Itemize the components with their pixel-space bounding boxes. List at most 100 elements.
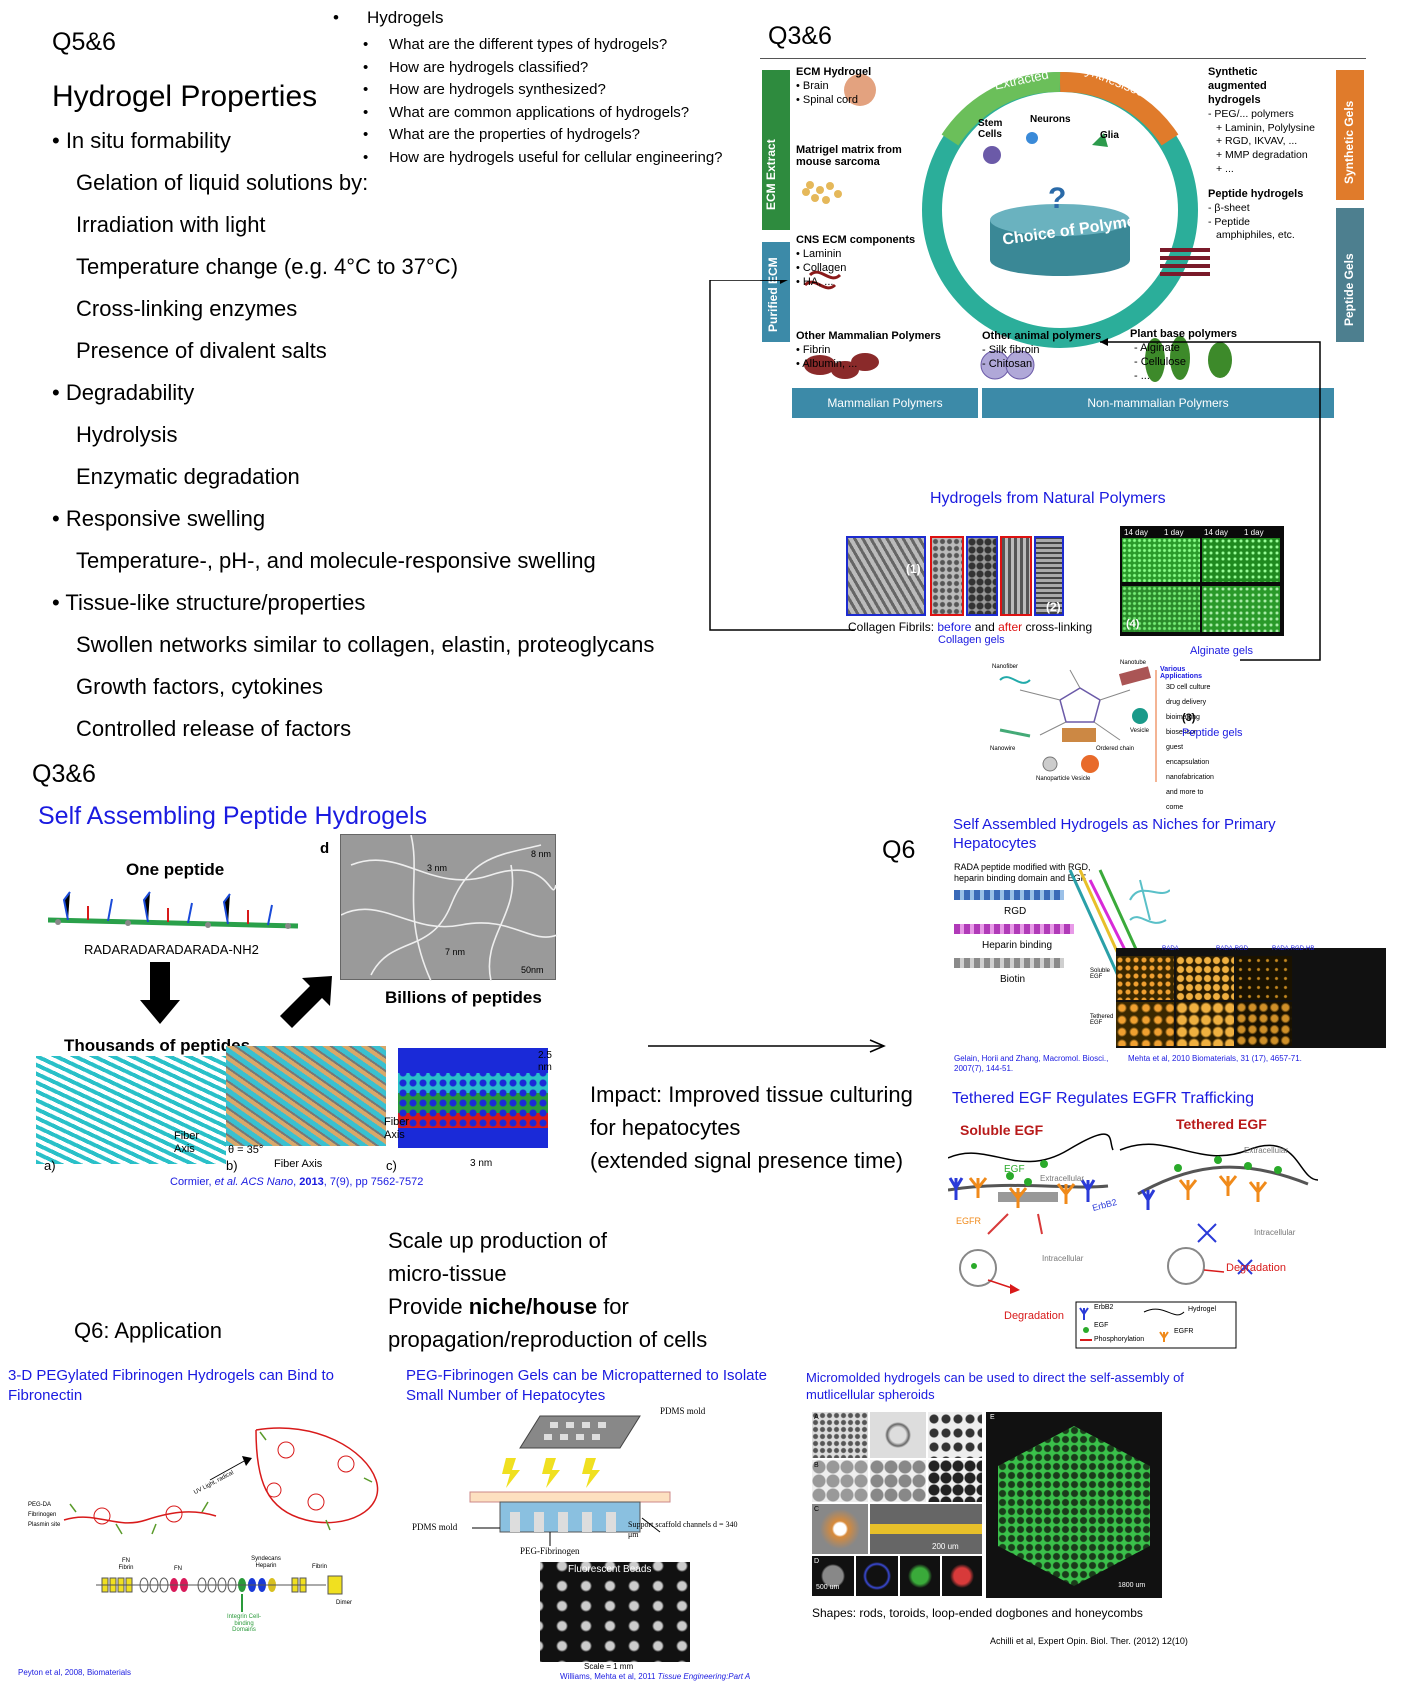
collagen-micrograph-5	[1034, 536, 1064, 616]
dimension-label: 3 nm	[470, 1158, 493, 1169]
application-tag: Q6: Application	[74, 1318, 222, 1343]
scale-1mm-label: Scale = 1 mm	[584, 1662, 634, 1671]
fibrinogen-title: 3-D PEGylated Fibrinogen Hydrogels can B…	[8, 1367, 335, 1404]
shape-image	[928, 1412, 982, 1458]
shape-image	[870, 1412, 926, 1458]
nanoparticle-label: Nanoparticle Vesicle	[1036, 776, 1091, 782]
prop-sub: Temperature change (e.g. 4°C to 37°C)	[76, 254, 459, 279]
micrograph-cell	[1176, 1002, 1234, 1046]
legend-egf: EGF	[1094, 1322, 1109, 1329]
degradation-label-2: Degradation	[1226, 1262, 1286, 1274]
divider	[760, 58, 1366, 59]
question-item: • How are hydrogels useful for cellular e…	[363, 148, 723, 166]
plant-base-title: Plant base polymers	[1130, 328, 1237, 340]
legend-erbb2: ErbB2	[1094, 1304, 1114, 1311]
micrograph-cell	[1116, 956, 1174, 1000]
nanotube-label: Nanotube	[1120, 660, 1147, 666]
egfr-label: EGFR	[956, 1216, 982, 1226]
egf-label: EGF	[1004, 1164, 1025, 1175]
micrograph-cell	[1236, 1002, 1292, 1046]
legend-hydrogel: Hydrogel	[1188, 1306, 1217, 1313]
degradation-label: Degradation	[1004, 1310, 1064, 1322]
synthetic-item: + Laminin, Polylysine	[1216, 121, 1315, 134]
natural-polymers-title: Hydrogels from Natural Polymers	[930, 490, 1166, 507]
other-animal-item: - Chitosan	[982, 358, 1033, 370]
other-mammalian-title: Other Mammalian Polymers	[796, 330, 941, 342]
theta-label: θ = 35°	[228, 1144, 264, 1156]
panel-b-label: b)	[226, 1158, 238, 1173]
scale-line: micro-tissue	[388, 1261, 507, 1286]
fn-label: FN	[174, 1566, 182, 1572]
peptide-item: amphiphiles, etc.	[1216, 229, 1295, 242]
panel-column-label: RADA-RGD	[1216, 946, 1249, 952]
section-tag-q6: Q6	[882, 836, 916, 864]
micropattern-diagram: PDMS mold PDMS mold Support scaffold cha…	[410, 1406, 740, 1662]
polymer-classification-diagram: ECM Extract Purified ECM Synthetic Gels …	[760, 60, 1366, 460]
stem-cells-label: Stem Cells	[978, 118, 1003, 140]
down-arrow	[140, 962, 180, 1024]
scale-line: Provide niche/house for	[388, 1294, 629, 1319]
scale-line: propagation/reproduction of cells	[388, 1327, 708, 1352]
fn-fibrin-label: FN Fibrin	[118, 1558, 134, 1571]
prop-sub: Growth factors, cytokines	[76, 674, 323, 699]
peptide-application-diagram: Various Applications 3D cell culture dru…	[980, 660, 1220, 811]
peptide-strand	[954, 958, 1064, 968]
various-applications-title: Various Applications	[1160, 666, 1203, 680]
micrograph-label-1: (1)	[906, 562, 921, 576]
intracellular-label: Intracellular	[1042, 1254, 1084, 1263]
impact-line: for hepatocytes	[590, 1115, 741, 1140]
plant-item: - Alginate	[1134, 342, 1180, 354]
collagen-micrograph-4	[1000, 536, 1032, 616]
scale-label: 3 nm	[427, 863, 448, 873]
synthetic-gels-bar	[1336, 70, 1364, 200]
tethered-egf-label: Tethered EGF	[1176, 1116, 1267, 1132]
gelain-citation: Gelain, Horii and Zhang, Macromol. Biosc…	[954, 1054, 1109, 1074]
collagen-micrograph-3	[966, 536, 998, 616]
panel-column-label: RADA-RGD-HB	[1272, 946, 1315, 952]
niches-title: Self Assembled Hydrogels as Niches for P…	[953, 816, 1276, 852]
vesicle-label: Vesicle	[1130, 728, 1150, 734]
prop-sub: Swollen networks similar to collagen, el…	[76, 632, 655, 657]
micrograph-cell	[1236, 956, 1292, 1000]
extracellular-label-2: Extracellular	[1244, 1146, 1289, 1155]
peptide-gels-caption: Peptide gels	[1182, 727, 1243, 739]
peptide-hydrogels-title: Peptide hydrogels	[1208, 188, 1304, 200]
fiber-axis-label-b: Fiber Axis	[274, 1158, 323, 1170]
nanowire-label: Nanowire	[990, 746, 1016, 752]
shapes-caption: Shapes: rods, toroids, loop-ended dogbon…	[812, 1606, 1143, 1620]
shape-image	[812, 1556, 854, 1596]
honeycomb-shape	[998, 1426, 1150, 1586]
collagen-micrograph-2	[930, 536, 964, 616]
impact-arrow	[648, 1039, 886, 1053]
cns-item: • HA, ...	[796, 276, 834, 288]
prop-bullet: • Degradability	[52, 380, 195, 405]
fibrin-label: Fibrin	[312, 1564, 328, 1570]
panel-row-label: Tethered EGF	[1090, 1014, 1114, 1026]
soluble-egf-label: Soluble EGF	[960, 1122, 1044, 1138]
scale-500um: 500 um	[816, 1584, 840, 1591]
williams-citation: Williams, Mehta et al, 2011 Tissue Engin…	[560, 1672, 751, 1681]
prop-sub: Temperature-, pH-, and molecule-responsi…	[76, 548, 596, 573]
billions-label: Billions of peptides	[385, 988, 542, 1007]
intracellular-label-2: Intracellular	[1254, 1228, 1296, 1237]
other-animal-title: Other animal polymers	[982, 330, 1102, 342]
peptide-item: - β-sheet	[1208, 202, 1250, 214]
synthetic-item: - PEG/... polymers	[1208, 108, 1294, 120]
syndecans-label: Syndecans Heparin	[251, 1556, 281, 1569]
application-item: drug delivery	[1166, 699, 1207, 706]
micromolded-title: Micromolded hydrogels can be used to dir…	[806, 1370, 1184, 1402]
scale-label: 8 nm	[531, 849, 552, 859]
panel-c-label: c)	[386, 1158, 397, 1173]
section-tag-q36-top: Q3&6	[768, 22, 832, 50]
collagen-micrograph-1	[846, 536, 926, 616]
application-item: nanofabrication	[1166, 774, 1214, 781]
prop-bullet: • Responsive swelling	[52, 506, 266, 531]
shape-image	[856, 1556, 898, 1596]
cns-item: • Laminin	[796, 248, 842, 260]
legend-egfr: EGFR	[1174, 1328, 1194, 1335]
micrograph-label-3: (3)	[1182, 712, 1196, 724]
extracellular-label: Extracellular	[1040, 1174, 1085, 1183]
ecm-hydrogel-item: • Brain	[796, 80, 829, 92]
connector-lines	[709, 280, 1321, 661]
panel-letter: B	[814, 1462, 819, 1469]
